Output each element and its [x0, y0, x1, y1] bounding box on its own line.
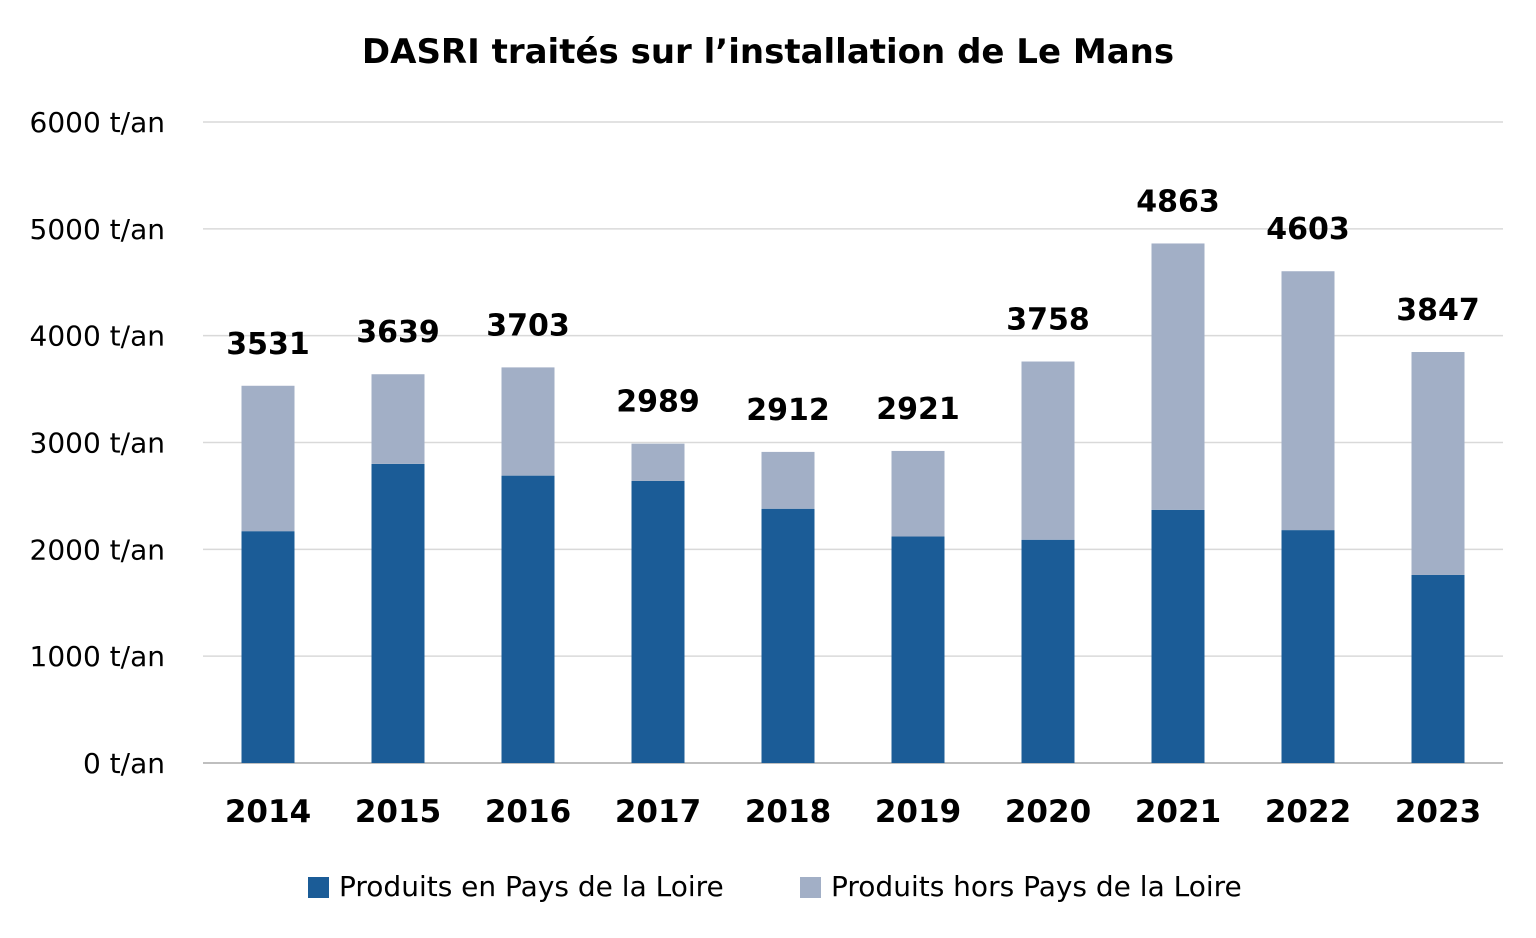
bar-2014-hors-pays-de-la-loire — [241, 385, 295, 532]
x-tick-label-2022: 2022 — [1265, 794, 1351, 830]
bar-2021-hors-pays-de-la-loire — [1151, 243, 1205, 510]
x-tick-label-2021: 2021 — [1135, 794, 1221, 830]
bar-2018-en-pays-de-la-loire — [761, 508, 815, 763]
total-label-2016: 3703 — [486, 308, 570, 343]
legend-label-produits-en-pays-de-la-loire: Produits en Pays de la Loire — [339, 870, 724, 903]
x-tick-label-2018: 2018 — [745, 794, 831, 830]
y-tick-label: 3000 t/an — [30, 427, 165, 460]
x-axis-tick-labels: 2014 2015 2016 2017 2018 2019 2020 2021 2022 2023 — [225, 794, 1481, 830]
chart-title: DASRI traités sur l’installation de Le M… — [362, 32, 1174, 72]
bar-2018-hors-pays-de-la-loire — [761, 451, 815, 509]
total-label-2018: 2912 — [746, 393, 830, 428]
x-tick-label-2020: 2020 — [1005, 794, 1091, 830]
x-tick-label-2019: 2019 — [875, 794, 961, 830]
y-tick-label: 4000 t/an — [30, 320, 165, 353]
total-label-2014: 3531 — [226, 327, 310, 362]
y-tick-label: 1000 t/an — [30, 640, 165, 673]
y-tick-label: 0 t/an — [83, 747, 165, 780]
y-axis-tick-labels: 0 t/an 1000 t/an 2000 t/an 3000 t/an 4000 t/… — [30, 106, 165, 780]
bar-2017-hors-pays-de-la-loire — [631, 443, 685, 481]
y-tick-label: 2000 t/an — [30, 533, 165, 566]
bar-2015-hors-pays-de-la-loire — [371, 374, 425, 464]
bar-2015-en-pays-de-la-loire — [371, 463, 425, 763]
x-tick-label-2016: 2016 — [485, 794, 571, 830]
x-tick-label-2017: 2017 — [615, 794, 701, 830]
bar-2022-en-pays-de-la-loire — [1281, 530, 1335, 763]
y-tick-label: 5000 t/an — [30, 213, 165, 246]
total-label-2022: 4603 — [1266, 212, 1350, 247]
x-tick-label-2015: 2015 — [355, 794, 441, 830]
bar-2014-en-pays-de-la-loire — [241, 531, 295, 763]
total-label-2019: 2921 — [876, 392, 960, 427]
bar-2019-hors-pays-de-la-loire — [891, 450, 945, 537]
total-labels: 3531 3639 3703 2989 2912 2921 3758 4863 4603 3847 — [226, 184, 1480, 427]
total-label-2020: 3758 — [1006, 303, 1090, 338]
bar-2021-en-pays-de-la-loire — [1151, 509, 1205, 763]
bar-2019-en-pays-de-la-loire — [891, 536, 945, 763]
bar-2023-en-pays-de-la-loire — [1411, 574, 1465, 763]
bar-2016-en-pays-de-la-loire — [501, 475, 555, 763]
total-label-2017: 2989 — [616, 385, 700, 420]
bar-2016-hors-pays-de-la-loire — [501, 367, 555, 476]
y-tick-label: 6000 t/an — [30, 106, 165, 139]
bars — [241, 243, 1465, 763]
x-tick-label-2014: 2014 — [225, 794, 311, 830]
bar-2020-hors-pays-de-la-loire — [1021, 361, 1075, 540]
legend-swatch-produits-hors-pays-de-la-loire — [800, 877, 821, 898]
total-label-2023: 3847 — [1396, 293, 1480, 328]
total-label-2021: 4863 — [1136, 184, 1220, 219]
bar-2017-en-pays-de-la-loire — [631, 480, 685, 763]
bar-2020-en-pays-de-la-loire — [1021, 539, 1075, 763]
legend-swatch-produits-en-pays-de-la-loire — [308, 877, 329, 898]
x-tick-label-2023: 2023 — [1395, 794, 1481, 830]
legend: Produits en Pays de la Loire Produits ho… — [308, 870, 1242, 903]
legend-label-produits-hors-pays-de-la-loire: Produits hors Pays de la Loire — [831, 870, 1242, 903]
total-label-2015: 3639 — [356, 315, 440, 350]
bar-2023-hors-pays-de-la-loire — [1411, 352, 1465, 575]
bar-2022-hors-pays-de-la-loire — [1281, 271, 1335, 531]
